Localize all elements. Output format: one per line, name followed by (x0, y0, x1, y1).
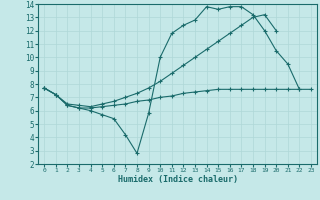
X-axis label: Humidex (Indice chaleur): Humidex (Indice chaleur) (118, 175, 238, 184)
